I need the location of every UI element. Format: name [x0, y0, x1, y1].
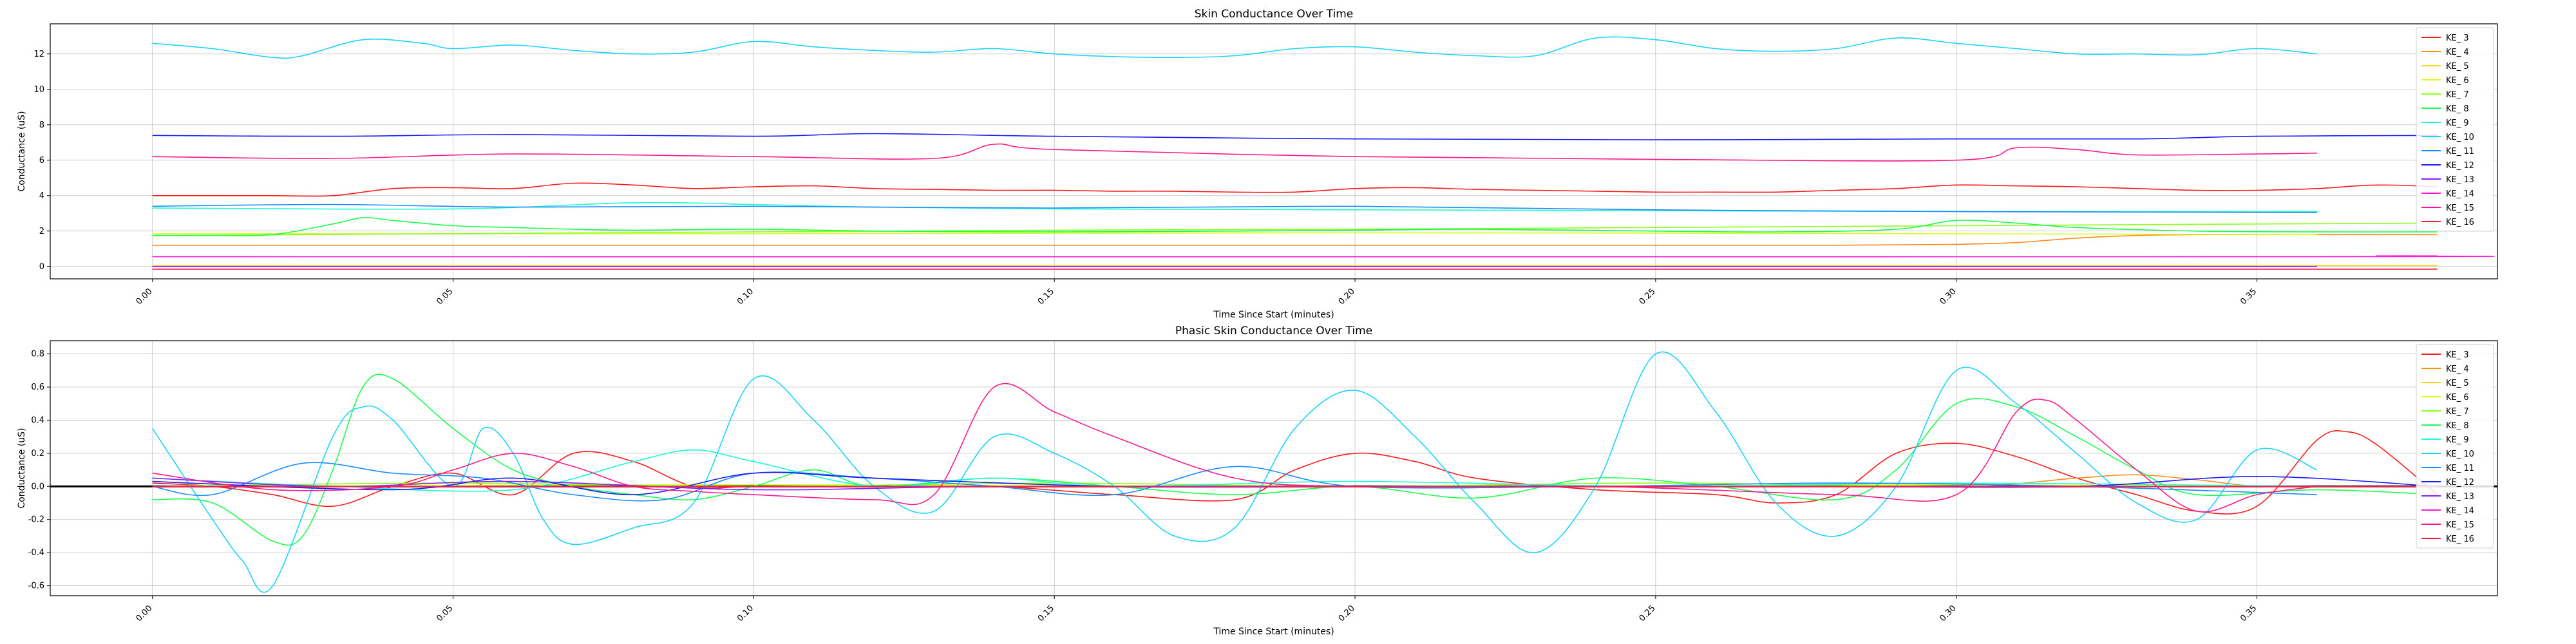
legend-label: KE_ 4 [2446, 48, 2469, 57]
legend-label: KE_ 5 [2446, 62, 2469, 71]
x-tick-label: 0.30 [1938, 287, 1958, 307]
series-line-ke-7 [152, 222, 2438, 236]
plot-frame [50, 340, 2498, 596]
series-group [152, 36, 2495, 270]
legend-label: KE_ 15 [2446, 204, 2474, 213]
legend-label: KE_ 12 [2446, 161, 2474, 171]
x-tick-label: 0.05 [435, 287, 455, 307]
series-line-ke-8 [152, 217, 2438, 236]
y-tick-label: -0.4 [28, 548, 44, 558]
legend-label: KE_ 10 [2446, 133, 2474, 142]
y-tick-label: 2 [39, 227, 44, 236]
legend-label: KE_ 9 [2446, 118, 2469, 128]
x-tick-label: 0.20 [1337, 287, 1357, 307]
x-axis-label: Time Since Start (minutes) [1213, 627, 1334, 637]
y-axis-label: Conductance (uS) [17, 111, 27, 191]
chart-title: Skin Conductance Over Time [1195, 8, 1353, 21]
series-line-ke-9 [152, 449, 2317, 492]
x-tick-label: 0.30 [1938, 603, 1958, 623]
y-tick-label: 4 [39, 191, 44, 201]
x-tick-label: 0.20 [1337, 603, 1357, 623]
x-tick-label: 0.35 [2239, 603, 2259, 623]
x-tick-label: 0.25 [1638, 603, 1658, 623]
series-line-ke-10 [152, 351, 2318, 593]
legend-label: KE_ 16 [2446, 535, 2474, 544]
legend-label: KE_ 13 [2446, 175, 2474, 185]
y-tick-label: 12 [33, 50, 44, 59]
x-axis-label: Time Since Start (minutes) [1213, 310, 1334, 320]
plot-frame [50, 23, 2498, 279]
y-tick-label: 0.0 [31, 482, 44, 491]
y-tick-label: 0.6 [31, 383, 44, 392]
legend-frame [2416, 344, 2494, 549]
legend-label: KE_ 12 [2446, 478, 2474, 488]
series-line-ke-11 [152, 204, 2317, 213]
skin-conductance-chart: Skin Conductance Over Time Time Since St… [17, 8, 2498, 320]
y-tick-label: 0.4 [31, 415, 44, 425]
legend-label: KE_ 11 [2446, 464, 2474, 473]
legend-label: KE_ 6 [2446, 393, 2469, 402]
legend-label: KE_ 4 [2446, 365, 2469, 374]
y-tick-label: 10 [33, 85, 44, 95]
legend-label: KE_ 14 [2446, 506, 2474, 516]
y-tick-label: -0.6 [28, 582, 44, 591]
legend-label: KE_ 7 [2446, 90, 2469, 100]
legend-label: KE_ 10 [2446, 450, 2474, 459]
legend-label: KE_ 16 [2446, 218, 2474, 227]
series-line-ke-15 [152, 383, 2318, 513]
x-tick-label: 0.10 [735, 287, 755, 307]
series-line-ke-10 [152, 36, 2317, 59]
chart-title: Phasic Skin Conductance Over Time [1175, 325, 1372, 337]
series-line-ke-11 [152, 462, 2317, 502]
legend: KE_ 3 KE_ 4 KE_ 5 KE_ 6 KE_ 7 KE_ 8 KE_ 9 KE_ 1… [2416, 27, 2494, 232]
x-tick-label: 0.35 [2239, 287, 2259, 307]
legend-label: KE_ 15 [2446, 520, 2474, 530]
x-tick-label: 0.25 [1638, 287, 1658, 307]
series-line-ke-14 [152, 255, 2495, 258]
legend-frame [2416, 27, 2494, 232]
series-line-ke-3 [152, 182, 2438, 197]
y-tick-label: 0.8 [31, 350, 44, 359]
legend-label: KE_ 3 [2446, 33, 2469, 43]
y-tick-label: 0.2 [31, 449, 44, 459]
legend-label: KE_ 9 [2446, 435, 2469, 445]
series-group [50, 351, 2497, 593]
y-axis-label: Conductance (uS) [17, 428, 27, 508]
y-tick-label: 6 [39, 156, 44, 166]
legend: KE_ 3 KE_ 4 KE_ 5 KE_ 6 KE_ 7 KE_ 8 KE_ 9 KE_ 1… [2416, 344, 2494, 549]
series-line-ke-12 [152, 133, 2438, 140]
series-line-ke-4 [152, 234, 2438, 246]
series-line-ke-15 [152, 143, 2317, 162]
x-tick-label: 0.10 [735, 603, 755, 623]
x-tick-label: 0.00 [134, 287, 154, 307]
legend-label: KE_ 14 [2446, 189, 2474, 199]
legend-label: KE_ 6 [2446, 76, 2469, 86]
legend-label: KE_ 8 [2446, 421, 2469, 431]
legend-label: KE_ 3 [2446, 350, 2469, 360]
legend-label: KE_ 13 [2446, 492, 2474, 502]
legend-label: KE_ 5 [2446, 379, 2469, 388]
legend-label: KE_ 7 [2446, 407, 2469, 417]
x-tick-label: 0.05 [435, 603, 455, 623]
x-tick-label: 0.00 [134, 603, 154, 623]
x-tick-label: 0.15 [1036, 603, 1056, 623]
y-tick-label: -0.2 [28, 515, 44, 525]
y-tick-label: 0 [39, 262, 44, 272]
phasic-skin-conductance-chart: Phasic Skin Conductance Over Time Time S… [17, 325, 2498, 637]
y-tick-label: 8 [39, 120, 44, 130]
series-line-ke-3 [152, 430, 2438, 515]
legend-label: KE_ 8 [2446, 104, 2469, 114]
x-tick-label: 0.15 [1036, 287, 1056, 307]
legend-label: KE_ 11 [2446, 147, 2474, 156]
